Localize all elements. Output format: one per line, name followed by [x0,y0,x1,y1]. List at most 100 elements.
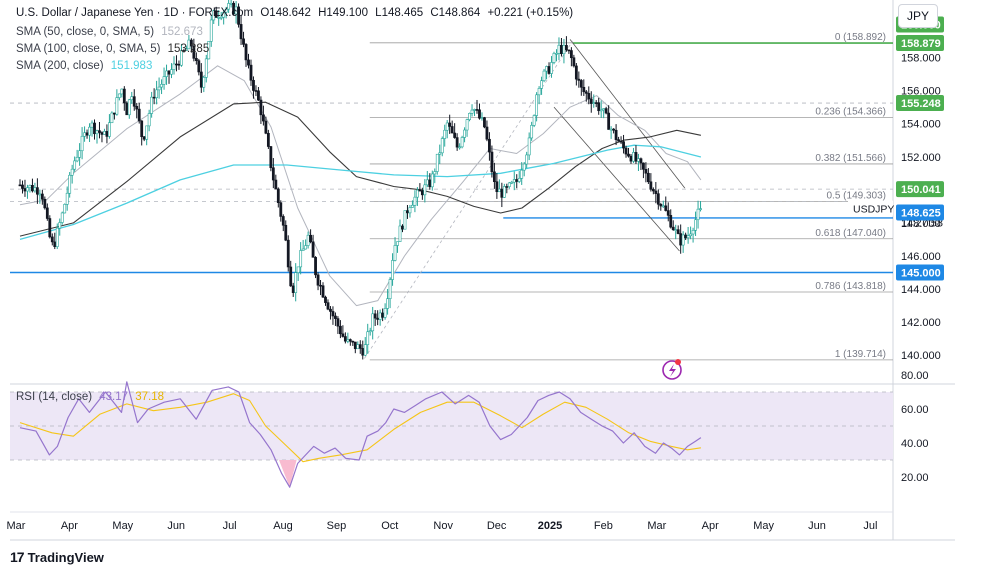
candle-body [127,99,131,116]
candle-body [589,98,593,104]
candle-body [371,313,375,332]
candle-body [485,126,489,140]
sma200-value: 151.983 [110,60,153,72]
ohlc-high: 149.100 [326,7,368,19]
candle-body [547,66,551,74]
sma100-legend[interactable]: SMA (100, close, 0, SMA, 5) 153.285 [16,43,213,55]
rsi-ma-value: 37.18 [135,391,165,403]
candle-body [180,50,183,66]
rsi-pane[interactable] [10,381,893,488]
candle-body [366,331,370,345]
price-tag-bg [896,264,944,281]
candle-body [562,45,566,55]
candle-body [378,312,382,320]
candle-body [199,71,203,88]
candle-body [545,66,548,72]
candle-body [691,230,695,235]
candle-body [18,184,22,187]
candle-body [329,308,332,312]
candle-body [465,119,469,131]
price-tick-label: 154.000 [901,119,941,131]
candle-body [137,108,141,122]
candle-body [358,344,362,349]
price-tick-label: 156.000 [901,86,941,98]
price-tag-bg [896,35,944,52]
candle-body [125,102,129,116]
candle-body [594,102,598,104]
candle-body [252,79,255,91]
candle-body [120,88,124,95]
candle-body [448,122,452,127]
currency-button[interactable]: JPY [898,4,938,28]
candle-body [108,122,111,137]
candle-body [433,171,437,175]
candle-body [122,88,126,104]
candle-body [699,208,702,210]
price-axis[interactable]: 158.000 156.000 154.000 152.000 148.000 146.0… [896,16,944,484]
candle-body [398,225,402,242]
time-tick-label: Dec [487,520,507,532]
time-axis[interactable]: Mar Apr May Jun Jul Aug Sep Oct Nov Dec 2025 Feb Mar… [7,520,878,532]
candle-body [478,109,481,119]
candle-body [21,184,24,189]
candle-body [299,250,303,268]
fib-level-label: 0.382 (151.566) [815,153,886,164]
candle-body [249,64,253,81]
candle-body [237,6,240,25]
time-tick-label: Aug [273,520,293,532]
price-tag-label: 155.248 [901,98,941,110]
candle-body [227,3,231,10]
candle-body [242,38,245,45]
candle-body [440,138,444,154]
candle-body [642,162,645,170]
ohlc-open: 148.642 [269,7,311,19]
tv-logo-icon: 17 [10,549,25,565]
candle-body [130,96,134,101]
candle-body [194,58,198,61]
candle-body [266,132,270,147]
candle-body [48,218,52,238]
candle-body [346,339,350,342]
candle-body [348,339,352,342]
candle-body [239,24,243,40]
candle-body [28,184,32,188]
candle-body [527,137,531,156]
rsi-ma-line [19,393,701,463]
candle-body [192,45,196,59]
candle-body [555,52,558,55]
candle-body [68,174,72,194]
candle-body [368,330,372,333]
candle-body [321,285,325,298]
candle-body [540,80,543,89]
time-tick-label: Mar [7,520,26,532]
candle-body [684,234,688,239]
symbol-tag: USDJPY [853,204,894,216]
candle-body [316,274,320,286]
candle-body [314,257,317,276]
candle-body [475,109,479,111]
candle-body [577,78,581,81]
candle-body [105,131,109,137]
rsi-legend[interactable]: RSI (14, close) 43.17 37.18 [16,391,168,403]
candle-body [264,120,268,134]
candle-body [53,241,57,247]
price-tag-bg [896,181,944,198]
candle-body [157,86,161,91]
candle-body [654,190,658,194]
price-pane[interactable]: 0 (158.892) 0.236 (154.366) 0.382 (151.566… [10,0,955,541]
events-flag-icon[interactable] [662,360,682,380]
sma50-legend[interactable]: SMA (50, close, 0, SMA, 5) 152.673 [16,26,207,38]
candle-body [689,233,693,237]
candle-body [110,112,114,124]
sma200-legend[interactable]: SMA (200, close) 151.983 [16,60,156,72]
candle-body [23,188,27,192]
candle-body [244,44,248,61]
tradingview-logo[interactable]: 17 TradingView [10,549,104,565]
candle-body [271,167,275,181]
candle-body [634,152,638,162]
symbol-header: U.S. Dollar / Japanese Yen · 1D · FOREX.… [16,7,577,19]
fib-level-label: 0.236 (154.366) [815,107,886,118]
candle-body [646,172,650,183]
candle-body [55,227,59,247]
